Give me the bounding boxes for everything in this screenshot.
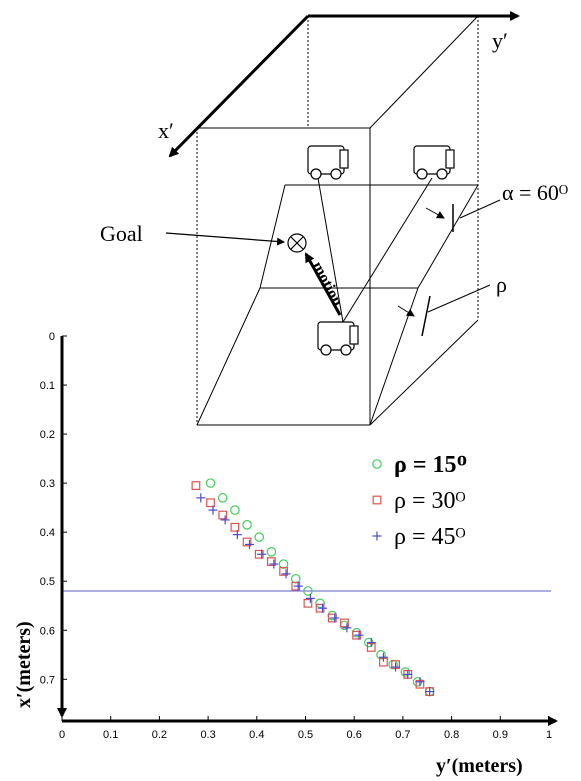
point-plus [403, 669, 413, 679]
point-plus [391, 662, 401, 672]
y-ticks: 0 0.1 0.2 0.3 0.4 0.5 0.6 0.7 [40, 331, 67, 686]
x-tick-label: 0.1 [103, 729, 118, 741]
alpha-pointer [459, 199, 501, 219]
point-square [242, 537, 252, 547]
point-plus [342, 623, 352, 633]
point-plus [415, 677, 425, 687]
x-tick-label: 0.7 [395, 729, 410, 741]
point-plus [378, 652, 388, 662]
x-tick-label: 0.2 [152, 729, 167, 741]
point-square [340, 618, 349, 628]
point-square [279, 567, 288, 576]
motion-arrow [304, 252, 342, 316]
point-plus [220, 515, 230, 525]
robot-top-right [413, 145, 455, 180]
legend-marker-square [372, 495, 382, 505]
rho-label: ρ [496, 272, 507, 297]
goal-pointer [165, 232, 285, 246]
x-tick-label: 0.3 [200, 729, 215, 741]
data-points [191, 478, 435, 697]
y-tick-label: 0.4 [40, 527, 55, 539]
point-square [218, 510, 228, 520]
point-circle [315, 598, 325, 609]
point-plus [208, 505, 218, 515]
point-circle [254, 532, 265, 542]
point-plus [244, 539, 254, 549]
x-prime-label: x′ [158, 118, 174, 143]
point-square [303, 598, 313, 608]
point-circle [217, 493, 228, 503]
goal-marker [287, 233, 307, 253]
point-plus [330, 613, 340, 623]
point-plus [232, 530, 242, 540]
legend-entry: ρ = 15ᴼ [394, 452, 467, 478]
robot-top-left [307, 145, 349, 180]
point-square [191, 481, 201, 490]
y-tick-label: 0.2 [40, 429, 55, 441]
x-tick-label: 1 [546, 729, 552, 741]
point-circle [278, 559, 289, 569]
x-tick-label: 0.5 [298, 729, 313, 741]
y-prime-label: y′ [492, 28, 508, 53]
x-ticks: 0 0.1 0.2 0.3 0.4 0.5 0.6 0.7 0.8 0.9 1 [59, 716, 552, 741]
point-square [267, 557, 276, 567]
legend-marker-plus [372, 531, 382, 541]
point-circle [303, 586, 313, 596]
scatter-plot: 0 0.1 0.2 0.3 0.4 0.5 0.6 0.7 0.8 0.9 1 0 0.1 0.2 0.3… [13, 331, 558, 777]
point-circle [266, 546, 277, 557]
point-plus [293, 581, 303, 591]
y-tick-label: 0.3 [40, 478, 55, 490]
goal-label: Goal [100, 221, 143, 246]
point-plus [366, 638, 376, 648]
legend-entry: ρ = 30ᴼ [394, 488, 466, 514]
point-plus [281, 569, 291, 579]
x-tick-label: 0.9 [493, 729, 508, 741]
x-tick-label: 0.6 [347, 729, 362, 741]
point-circle [376, 649, 386, 660]
point-plus [196, 493, 206, 503]
x-prime-axis-arrow [168, 14, 310, 158]
robot-bottom [317, 321, 359, 356]
alpha-label: α = 60ᴼ [502, 180, 568, 205]
point-plus [425, 687, 435, 697]
y-tick-label: 0.7 [40, 674, 55, 686]
y-tick-label: 0.1 [40, 380, 55, 392]
point-circle [242, 520, 252, 530]
point-plus [318, 603, 328, 613]
y-tick-label: 0 [49, 331, 55, 343]
workspace-diagram: y′ x′ [100, 11, 568, 426]
x-axis-label: y′(meters) [436, 755, 523, 777]
motion-label: motion [308, 259, 346, 309]
point-circle [400, 667, 411, 677]
box-outline [196, 15, 479, 426]
legend-entry: ρ = 45ᴼ [394, 524, 466, 550]
point-square [230, 522, 240, 532]
x-tick-label: 0.4 [249, 729, 264, 741]
y-tick-label: 0.6 [40, 625, 55, 637]
point-square [206, 498, 215, 508]
point-plus [305, 593, 315, 603]
rho-pointer [427, 284, 491, 313]
x-tick-label: 0 [59, 729, 65, 741]
point-circle [205, 478, 216, 488]
x-tick-label: 0.8 [444, 729, 459, 741]
point-plus [269, 559, 279, 569]
legend-marker-circle [372, 459, 382, 469]
point-circle [290, 573, 301, 584]
point-plus [257, 549, 267, 559]
legend: ρ = 15ᴼ ρ = 30ᴼ ρ = 45ᴼ [372, 452, 467, 550]
y-axis-label: x′(meters) [13, 621, 35, 708]
y-tick-label: 0.5 [40, 576, 55, 588]
point-circle [230, 505, 240, 515]
point-plus [354, 630, 364, 640]
